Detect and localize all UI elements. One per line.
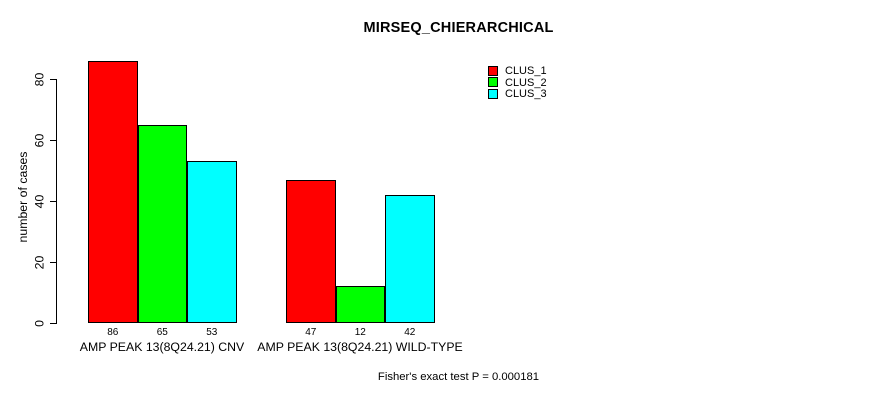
y-axis-tick [50,139,57,141]
y-axis-label: number of cases [16,151,30,243]
legend-label-clus_3: CLUS_3 [505,88,547,100]
y-axis-tick-label: 60 [32,133,47,147]
y-axis-line [56,79,57,324]
legend-label-clus_1: CLUS_1 [505,65,547,77]
y-axis-tick-label: 20 [32,255,47,269]
y-axis-tick [50,200,57,202]
bar-value-label: 86 [107,327,119,338]
legend-swatch-clus_1 [488,65,498,76]
x-category-label-cnv: AMP PEAK 13(8Q24.21) CNV [79,340,245,354]
y-axis-tick-label: 0 [32,319,47,327]
bar-clus_1-group0 [88,60,138,323]
y-axis-tick [50,78,57,80]
y-axis-tick [50,261,57,263]
bar-clus_2-group0 [137,124,187,323]
y-axis-tick [50,322,57,324]
bar-value-label: 65 [156,327,168,338]
legend-swatch-clus_3 [488,88,498,99]
fisher-test-annotation: Fisher's exact test P = 0.000181 [377,371,540,383]
bar-value-label: 42 [404,327,416,338]
y-axis-tick-label: 40 [32,194,47,208]
legend-label-clus_2: CLUS_2 [505,76,547,89]
bar-clus_1-group1 [286,179,336,323]
legend-swatch-clus_2 [488,77,498,87]
bar-value-label: 12 [354,327,366,338]
chart-title: MIRSEQ_CHIERARCHICAL [363,20,554,36]
bar-value-label: 47 [305,327,317,338]
bar-value-label: 53 [206,327,218,338]
x-category-label-wild-type: AMP PEAK 13(8Q24.21) WILD-TYPE [257,340,463,354]
bar-clus_3-group1 [385,194,435,323]
bar-clus_2-group1 [335,286,385,323]
bar-clus_3-group0 [187,161,237,323]
y-axis-tick-label: 80 [32,72,47,86]
